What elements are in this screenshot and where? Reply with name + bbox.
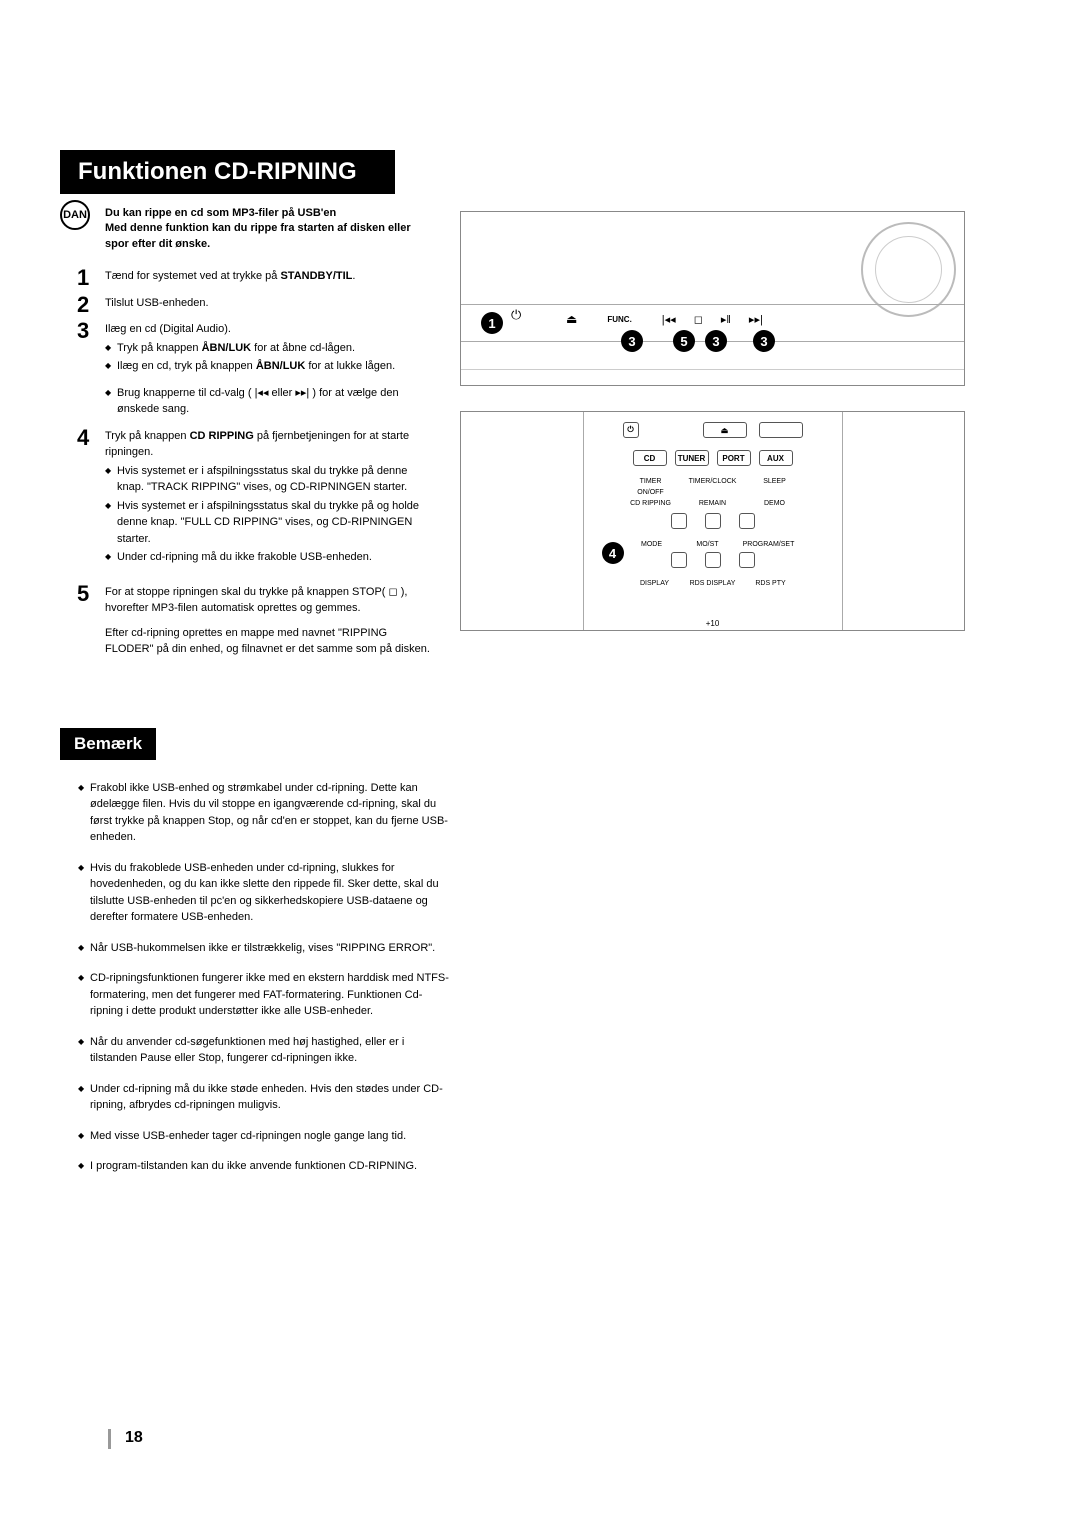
next-track-icon: ▸▸| (295, 385, 309, 402)
remote-body: ⏻ ⏏ CD TUNER PORT AUX TIMER TIMER/CLOCK (583, 412, 843, 630)
bullet: Ilæg en cd, tryk på knappen ÅBN/LUK for … (105, 358, 430, 375)
callout-4: 4 (602, 542, 624, 564)
sleep-label: SLEEP (751, 478, 799, 485)
programset-label: PROGRAM/SET (740, 541, 798, 548)
device-dial (861, 222, 956, 317)
stop-icon: ◻ (694, 313, 703, 326)
cdripping-label: CD RIPPING (627, 500, 675, 507)
page-title: Funktionen CD-RIPNING (60, 150, 395, 194)
eject-button: ⏏ (703, 422, 747, 438)
callout-5: 5 (673, 330, 695, 352)
callout-3b: 3 (705, 330, 727, 352)
timer-label: TIMER (627, 478, 675, 485)
intro-line2: Med denne funktion kan du rippe fra star… (105, 222, 411, 249)
rdsdisplay-label: RDS DISPLAY (687, 580, 739, 587)
remote-small-btn (705, 513, 721, 529)
step-text: For at stoppe ripningen skal du trykke p… (105, 584, 430, 617)
blank-button (759, 422, 803, 438)
step-number: 3 (77, 318, 89, 344)
note-item: Frakobl ikke USB-enhed og strømkabel und… (78, 780, 450, 846)
prev-icon: |◂◂ (662, 313, 676, 326)
remote-small-btn (739, 552, 755, 568)
power-button: ⏻ (623, 422, 639, 438)
note-item: Under cd-ripning må du ikke støde enhede… (78, 1081, 450, 1114)
step-2: 2 Tilslut USB-enheden. (105, 295, 430, 312)
step-1: 1 Tænd for systemet ved at trykke på STA… (105, 268, 430, 285)
step-after: Efter cd-ripning oprettes en mappe med n… (105, 625, 430, 658)
eject-icon: ⏏ (721, 426, 729, 435)
display-label: DISPLAY (631, 580, 679, 587)
bullet: Hvis systemet er i afspilningsstatus ska… (105, 463, 430, 496)
eject-icon: ⏏ (566, 312, 577, 326)
note-item: Hvis du frakoblede USB-enheden under cd-… (78, 860, 450, 926)
note-list: Frakobl ikke USB-enhed og strømkabel und… (60, 780, 450, 1175)
step-text: Tilslut USB-enheden. (105, 295, 430, 312)
tuner-button: TUNER (675, 450, 709, 466)
remote-small-btn (705, 552, 721, 568)
remote-small-btn (739, 513, 755, 529)
bullet: Tryk på knappen ÅBN/LUK for at åbne cd-l… (105, 340, 430, 357)
aux-button: AUX (759, 450, 793, 466)
step-number: 2 (77, 292, 89, 318)
timerclock-label: TIMER/CLOCK (683, 478, 743, 485)
cd-button: CD (633, 450, 667, 466)
mode-label: MODE (628, 541, 676, 548)
power-icon: ⏻ (627, 425, 633, 435)
bullet: Hvis systemet er i afspilningsstatus ska… (105, 498, 430, 548)
note-item: Med visse USB-enheder tager cd-ripningen… (78, 1128, 450, 1145)
demo-label: DEMO (751, 500, 799, 507)
note-header: Bemærk (60, 728, 156, 760)
step-3: 3 Ilæg en cd (Digital Audio). Tryk på kn… (105, 321, 430, 418)
step-number: 1 (77, 265, 89, 291)
step-number: 4 (77, 425, 89, 451)
step-text: Tryk på knappen CD RIPPING på fjernbetje… (105, 428, 430, 461)
callout-1: 1 (481, 312, 503, 334)
page-number: 18 (125, 1429, 143, 1447)
step-text: Tænd for systemet ved at trykke på STAND… (105, 268, 430, 285)
note-item: Når du anvender cd-søgefunktionen med hø… (78, 1034, 450, 1067)
port-button: PORT (717, 450, 751, 466)
remote-small-btn (671, 513, 687, 529)
bullet: Under cd-ripning må du ikke frakoble USB… (105, 549, 430, 566)
note-section: Bemærk Frakobl ikke USB-enhed og strømka… (60, 728, 450, 1175)
diagrams-column: 1 ⏻ ⏏ FUNC. |◂◂ ◻ ▸‖ ▸▸| 3 5 (460, 206, 965, 668)
step-number: 5 (77, 581, 89, 607)
power-icon: ⏻ (511, 307, 521, 323)
note-item: CD-ripningsfunktionen fungerer ikke med … (78, 970, 450, 1020)
func-label: FUNC. (607, 315, 631, 324)
note-item: Når USB-hukommelsen ikke er tilstrækkeli… (78, 940, 450, 957)
intro-text: Du kan rippe en cd som MP3-filer på USB'… (60, 206, 430, 252)
step-text: Ilæg en cd (Digital Audio). (105, 321, 430, 338)
onoff-label: ON/OFF (627, 489, 675, 496)
device-diagram: 1 ⏻ ⏏ FUNC. |◂◂ ◻ ▸‖ ▸▸| 3 5 (460, 211, 965, 386)
device-icons: ⏏ FUNC. |◂◂ ◻ ▸‖ ▸▸| (566, 312, 763, 326)
next-icon: ▸▸| (749, 313, 763, 326)
page-number-bar (108, 1429, 111, 1449)
plus10-label: +10 (706, 619, 720, 628)
play-icon: ▸‖ (721, 313, 731, 326)
bullet: Brug knapperne til cd-valg ( |◂◂ eller ▸… (105, 385, 430, 418)
remote-diagram: ⏻ ⏏ CD TUNER PORT AUX TIMER TIMER/CLOCK (460, 411, 965, 631)
intro-line1: Du kan rippe en cd som MP3-filer på USB'… (105, 207, 336, 219)
step-5: 5 For at stoppe ripningen skal du trykke… (105, 584, 430, 658)
rdspty-label: RDS PTY (747, 580, 795, 587)
callout-3a: 3 (621, 330, 643, 352)
note-item: I program-tilstanden kan du ikke anvende… (78, 1158, 450, 1175)
callout-3c: 3 (753, 330, 775, 352)
prev-track-icon: |◂◂ (255, 385, 269, 402)
most-label: MO/ST (684, 541, 732, 548)
instructions-column: Du kan rippe en cd som MP3-filer på USB'… (60, 206, 430, 668)
step-4: 4 Tryk på knappen CD RIPPING på fjernbet… (105, 428, 430, 566)
remain-label: REMAIN (683, 500, 743, 507)
remote-small-btn (671, 552, 687, 568)
